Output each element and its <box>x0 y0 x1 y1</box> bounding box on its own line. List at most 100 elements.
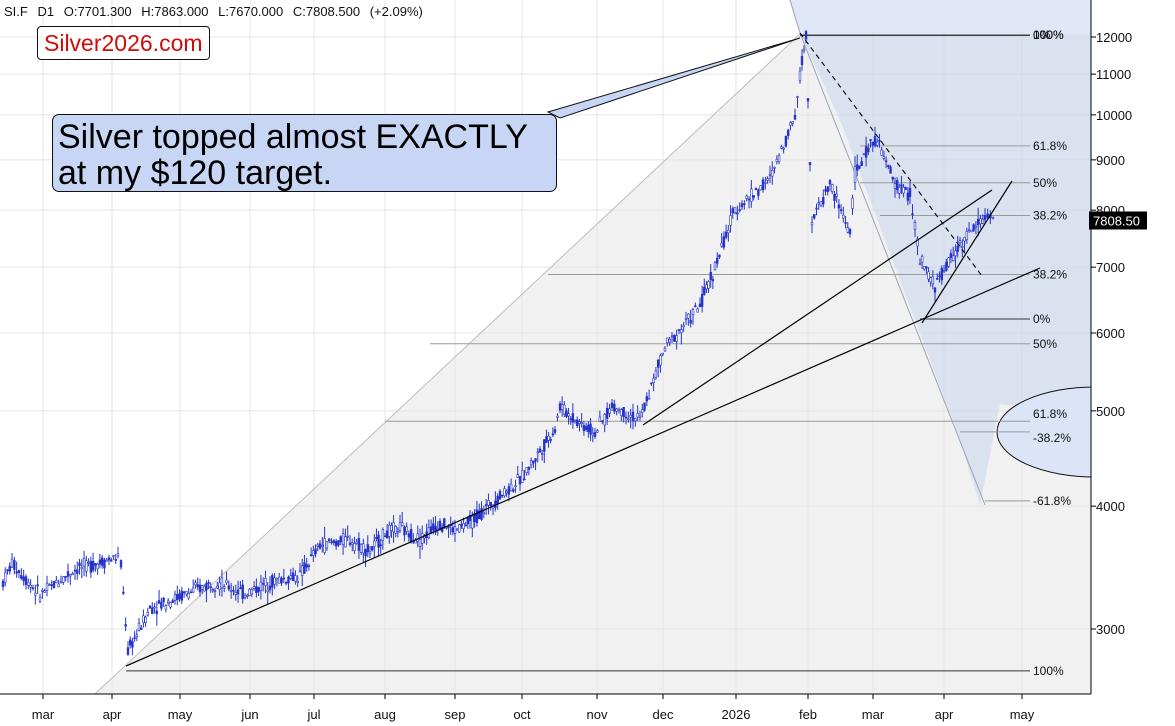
candle-body <box>578 421 581 424</box>
candle-body <box>323 538 326 553</box>
candle-body <box>529 460 533 466</box>
candle-body <box>318 543 322 549</box>
candle-body <box>362 543 365 554</box>
candle-body <box>110 559 113 562</box>
candle-body <box>800 56 804 65</box>
candle-body <box>31 587 35 590</box>
candle-body <box>48 584 51 586</box>
candle-body <box>933 287 937 293</box>
candle-body <box>501 494 504 497</box>
candle-body <box>661 352 664 355</box>
candle-body <box>346 535 349 538</box>
annotation-line-1: Silver topped almost EXACTLY <box>58 118 528 156</box>
candle-body <box>248 589 251 596</box>
candle-body <box>680 329 683 334</box>
fib-label: -38.2% <box>1033 431 1071 445</box>
candle-body <box>261 583 265 585</box>
candle-body <box>656 359 660 368</box>
candle-body <box>220 577 224 589</box>
candle-body <box>107 557 111 561</box>
candle-body <box>353 543 356 552</box>
candle-body <box>114 559 117 561</box>
x-tick-label: apr <box>103 707 122 722</box>
candle-body <box>766 178 769 181</box>
candle-body <box>846 227 849 233</box>
candle-body <box>316 544 319 547</box>
candle-body <box>59 581 63 584</box>
candle-body <box>828 180 832 185</box>
candle-body <box>884 160 888 163</box>
candle-body <box>250 589 254 595</box>
candle-body <box>216 585 219 589</box>
candle-body <box>951 255 955 262</box>
candle-body <box>207 582 210 584</box>
candle-body <box>388 524 391 537</box>
candle-body <box>392 522 395 533</box>
candle-body <box>364 549 367 557</box>
candle-body <box>942 270 946 272</box>
x-tick-label: aug <box>374 707 396 722</box>
candle-body <box>895 180 899 190</box>
candle-body <box>171 600 174 603</box>
candle-body <box>663 347 667 352</box>
candle-body <box>69 574 72 577</box>
candle-body <box>445 527 448 529</box>
candle-body <box>236 589 240 595</box>
candle-body <box>257 587 260 592</box>
x-tick-label: feb <box>799 707 817 722</box>
candle-body <box>4 572 7 583</box>
y-tick-label: 11000 <box>1096 67 1131 82</box>
candle-body <box>480 508 483 520</box>
candle-body <box>833 194 836 201</box>
candle-body <box>98 559 102 565</box>
x-tick-label: jul <box>306 707 320 722</box>
candle-body <box>549 439 552 441</box>
last-price-label: 7808.50 <box>1093 213 1140 228</box>
change-value: (+2.09%) <box>369 4 423 19</box>
candle-body <box>509 483 513 491</box>
candle-body <box>608 408 611 414</box>
candle-body <box>647 397 651 400</box>
annotation-callout: Silver topped almost EXACTLY at my $120 … <box>52 114 557 192</box>
candle-body <box>571 413 575 423</box>
candle-body <box>638 415 642 418</box>
symbol-header: SI.F D1 O:7701.300 H:7863.000 L:7670.000… <box>4 4 429 19</box>
candle-body <box>271 575 274 588</box>
y-tick-label: 4000 <box>1096 499 1125 514</box>
candle-body <box>455 528 459 531</box>
candle-body <box>198 584 202 593</box>
candle-body <box>584 426 588 430</box>
candle-body <box>312 550 315 556</box>
candle-body <box>869 139 872 141</box>
candle-body <box>148 605 152 609</box>
candle-body <box>804 31 808 40</box>
candle-body <box>764 181 767 184</box>
candle-body <box>844 222 847 224</box>
candle-body <box>967 229 971 232</box>
candle-body <box>961 246 964 248</box>
candle-body <box>458 524 461 533</box>
candle-body <box>103 559 106 569</box>
candle-body <box>359 544 363 553</box>
candle-body <box>560 404 564 410</box>
candle-body <box>920 255 924 263</box>
candle-body <box>775 159 779 163</box>
symbol-label: SI.F <box>4 4 28 19</box>
candle-body <box>768 173 772 176</box>
fib-label: 100% <box>1033 28 1064 42</box>
candle-body <box>507 486 511 495</box>
candle-body <box>405 526 408 532</box>
candle-body <box>553 429 557 433</box>
candle-body <box>396 531 400 534</box>
candle-body <box>194 582 197 586</box>
y-axis-panel <box>1091 0 1175 726</box>
candle-body <box>534 458 537 462</box>
candle-body <box>398 522 402 531</box>
y-tick-label: 10000 <box>1096 108 1132 123</box>
candle-body <box>752 195 755 198</box>
candle-body <box>558 403 562 411</box>
candle-body <box>460 524 463 526</box>
trendline-major <box>125 267 1041 667</box>
candle-body <box>773 166 776 169</box>
